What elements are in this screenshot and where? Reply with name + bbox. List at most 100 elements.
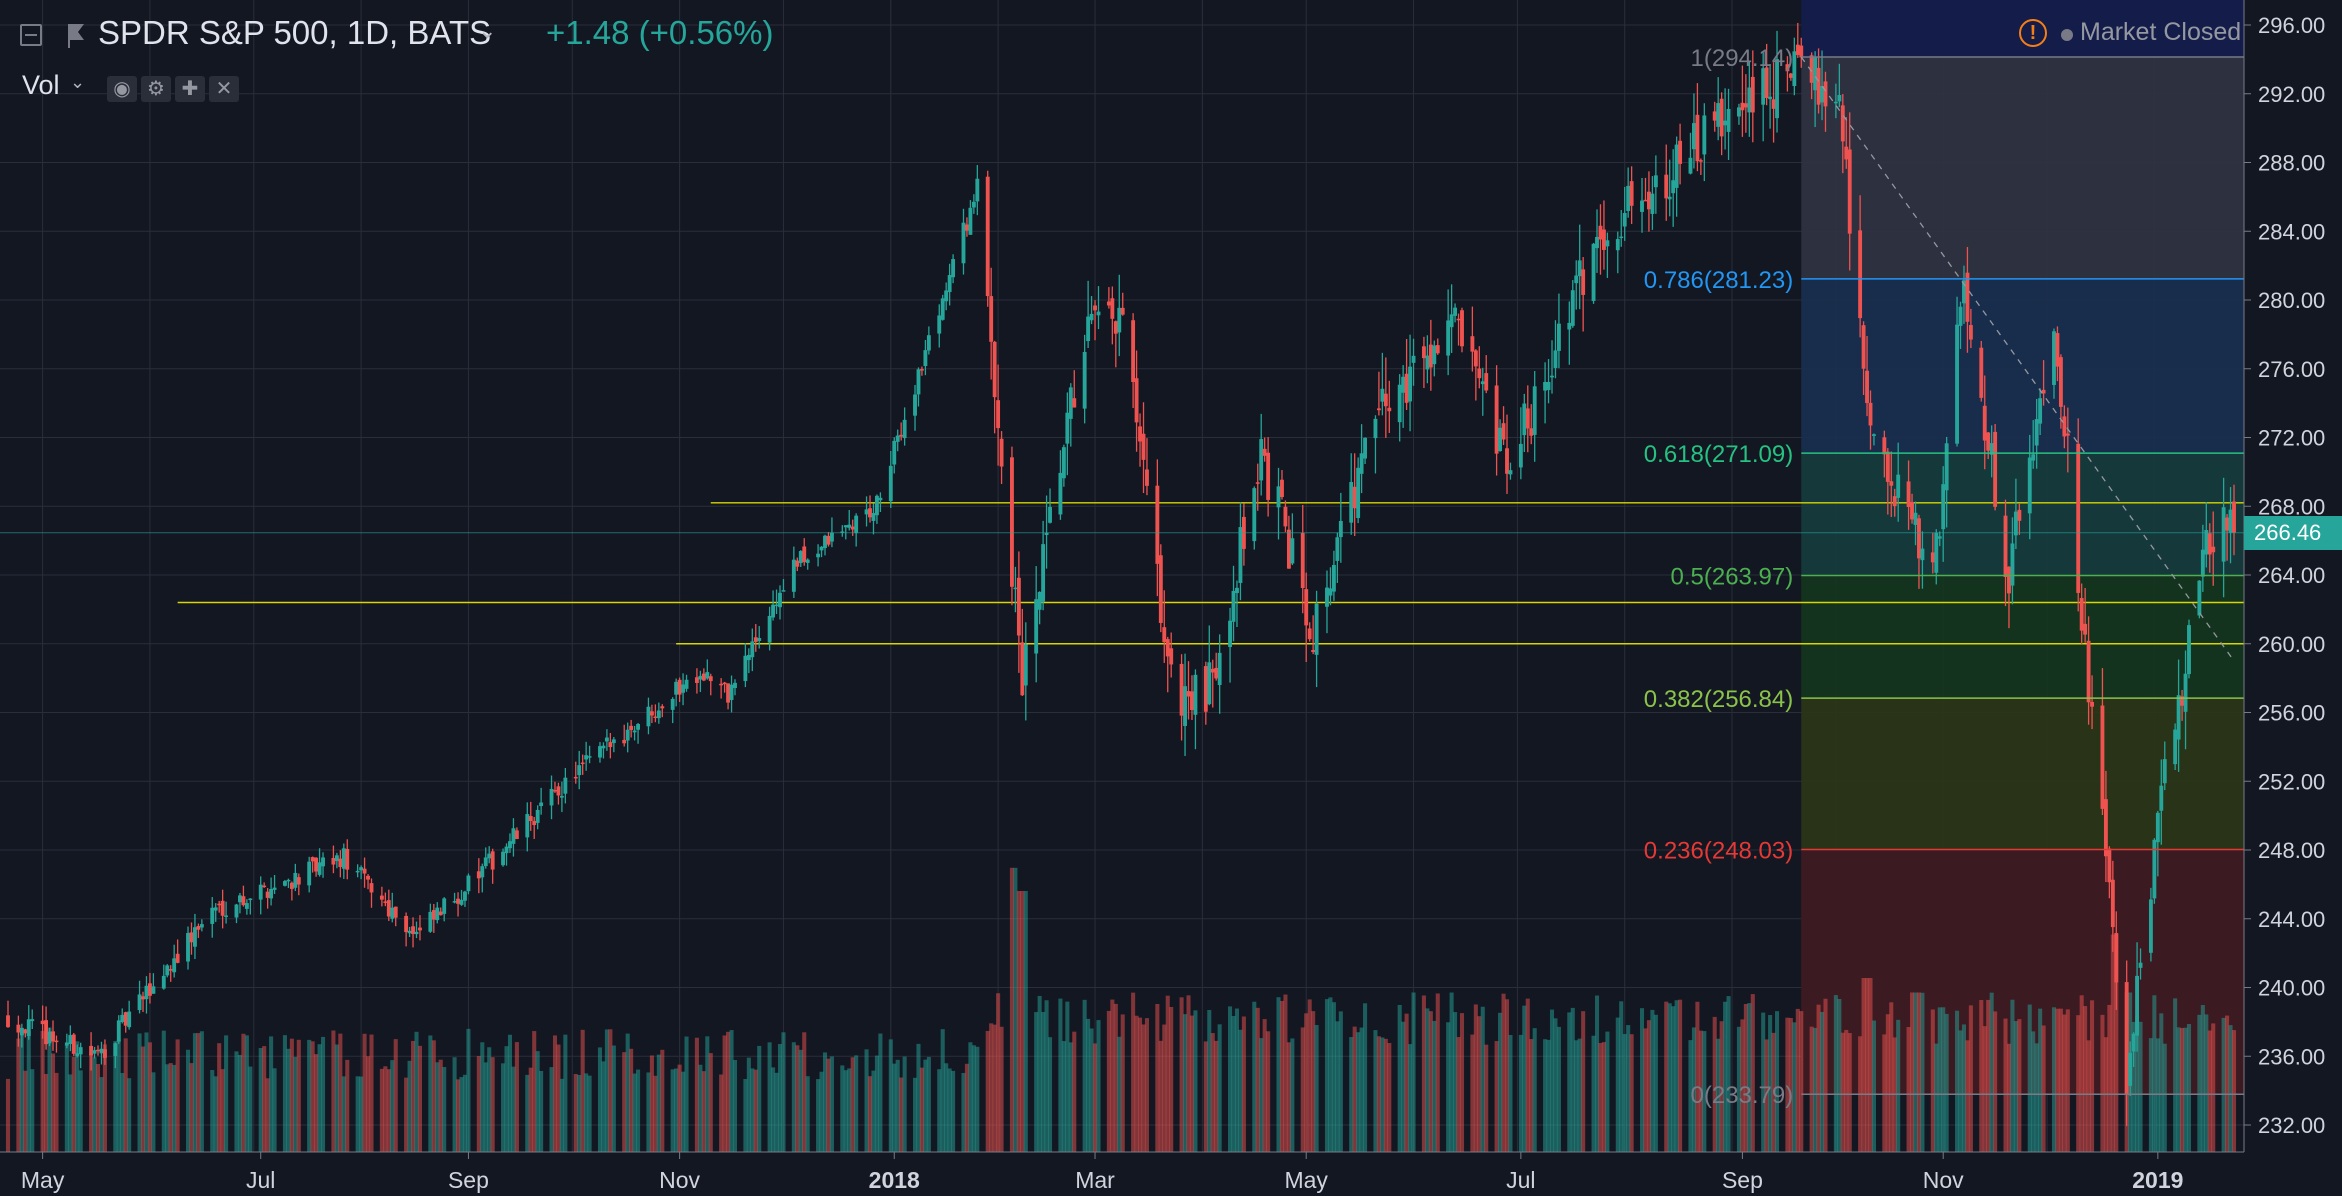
candle-body [1795,44,1800,55]
candle-body [1847,149,1852,234]
candle-body [1203,666,1208,712]
chevron-down-icon[interactable]: ⌄ [70,72,86,92]
volume-bar [452,1057,457,1152]
volume-bar [2183,1027,2188,1152]
volume-bar [2006,1043,2012,1152]
fib-trend-line[interactable] [1800,56,2235,662]
volume-bar [1961,1024,1967,1152]
candle-body [1214,667,1219,679]
volume-bar [2107,1004,2112,1152]
volume-bar [258,1048,263,1152]
volume-bar [2207,1030,2212,1152]
volume-bar [629,1048,634,1152]
candle-body [341,848,346,869]
volume-bar [989,1023,994,1152]
chevron-down-icon[interactable]: ⌄ [478,18,497,43]
candle-body [753,637,758,642]
candle-body [1917,518,1921,559]
price-axis[interactable] [2244,0,2342,1196]
candle-body [386,900,391,917]
eye-icon[interactable]: ◉ [107,76,137,102]
candle-body [1082,351,1087,409]
fib-level-label: 1(294.14) [1691,45,1794,72]
candle-body [1934,532,1939,573]
candle-body [248,898,253,901]
candle-body [632,730,637,733]
candle-body [1550,375,1554,378]
candle-body [269,889,274,899]
volume-bar [1979,1000,1984,1152]
candle-body [1356,467,1361,519]
volume-bar [916,1043,921,1152]
volume-bar [1093,1043,1098,1152]
candle-body [1647,191,1651,210]
candle-body [1498,427,1503,452]
volume-bar [805,1076,810,1152]
volume-bar [2110,934,2115,1152]
candle-body [902,419,907,439]
candle-body [895,435,900,442]
volume-bar [144,1032,149,1152]
volume-bar [1702,1031,1707,1152]
candle-body [44,1020,49,1045]
candle-body [992,341,997,398]
volume-bar [1813,1027,1818,1152]
candle-body [1896,474,1901,498]
volume-bar [1723,1001,1728,1152]
candle-body [296,877,301,885]
close-icon[interactable]: ✕ [209,76,239,102]
candle-body [1941,484,1946,530]
volume-bar [1868,978,1873,1152]
market-status[interactable]: ! Market Closed [2016,16,2248,54]
candle-body [2180,696,2185,706]
candle-body [321,857,325,867]
candle-body [937,315,942,334]
volume-bar [1522,1005,1527,1152]
candle-body [1134,378,1139,423]
candle-body [698,675,703,680]
candle-body [161,975,166,989]
candle-body [355,870,360,873]
fib-level-label: 0.382(256.84) [1644,686,1793,713]
gear-icon[interactable]: ⚙ [141,76,171,102]
volume-bar [632,1073,637,1152]
candle-body [1629,181,1634,206]
plus-icon[interactable]: ✚ [175,76,205,102]
candle-body [1882,437,1887,455]
candle-body [1840,105,1845,142]
volume-bar [390,1060,395,1152]
volume-bar [1349,1037,1354,1152]
volume-bar [850,1057,855,1152]
volume-bar [2034,1043,2039,1152]
time-axis-label: Jul [246,1167,275,1193]
candle-body [1764,67,1769,98]
candle-body [68,1035,73,1045]
volume-bar [840,1065,845,1152]
volume-bar [2186,1024,2192,1152]
candle-body [1598,225,1603,240]
candle-body [1335,537,1340,561]
candle-body [1307,628,1312,640]
symbol-title[interactable]: SPDR S&P 500, 1D, BATS [98,14,492,51]
time-axis[interactable] [0,1152,2342,1196]
volume-bar [985,1030,990,1152]
volume-indicator-label[interactable]: Vol ⌄ [22,70,85,101]
volume-bar [1459,1013,1465,1152]
candle-body [1750,76,1755,113]
volume-bar [698,1064,703,1152]
volume-bar [210,1070,215,1152]
candle-body [1698,160,1703,162]
warning-icon[interactable]: ! [2019,19,2047,47]
volume-bar [1847,1032,1852,1152]
candle-body [598,746,602,758]
volume-bar [1338,1011,1343,1152]
flag-icon[interactable] [66,22,86,48]
candle-body [2076,443,2081,593]
candle-body [2079,598,2084,631]
fib-level-label: 0.236(248.03) [1644,837,1793,864]
volume-bar [2148,1038,2153,1152]
volume-bar [1186,995,1191,1152]
collapse-icon[interactable] [20,24,42,46]
volume-bar [504,1046,509,1152]
